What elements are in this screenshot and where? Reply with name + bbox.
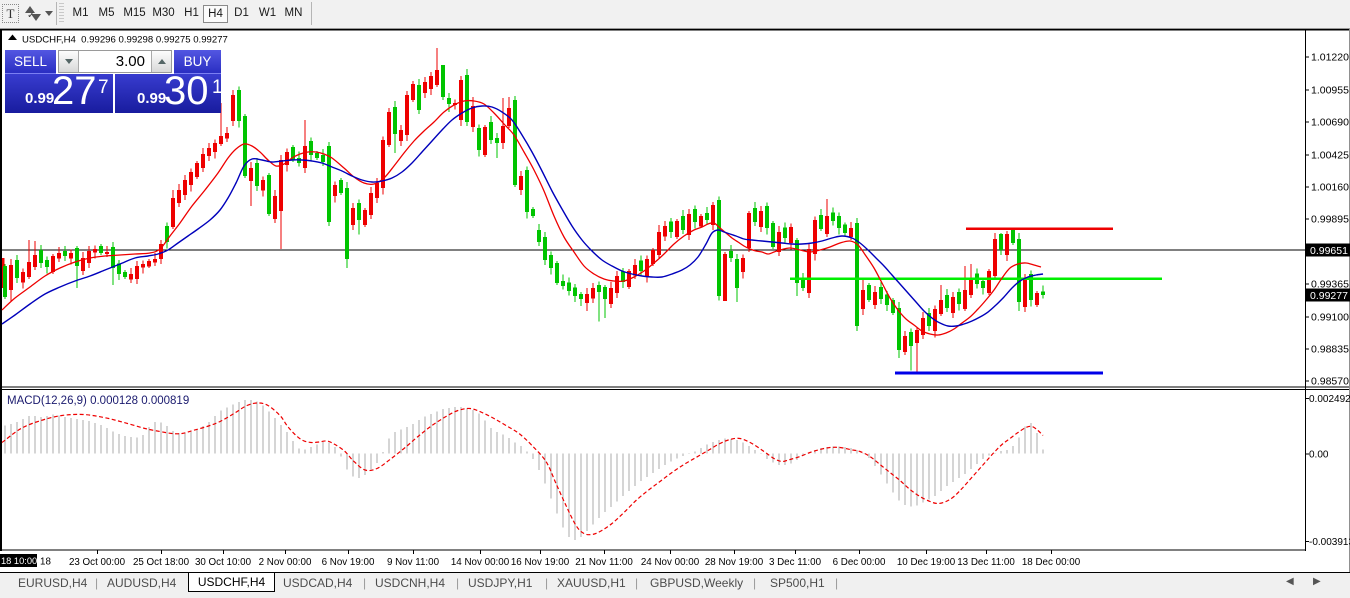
svg-text:2 Nov 00:00: 2 Nov 00:00 [259, 557, 312, 568]
svg-text:13 Dec 11:00: 13 Dec 11:00 [957, 557, 1015, 568]
svg-text:28 Nov 19:00: 28 Nov 19:00 [705, 557, 764, 568]
svg-text:0.00: 0.00 [1309, 450, 1329, 461]
svg-text:1.01220: 1.01220 [1311, 52, 1349, 64]
svg-text:14 Nov 00:00: 14 Nov 00:00 [451, 557, 510, 568]
svg-text:0.99365: 0.99365 [1311, 279, 1349, 291]
svg-text:0.98835: 0.98835 [1311, 344, 1349, 356]
svg-text:1.00160: 1.00160 [1311, 182, 1349, 194]
svg-text:10 Dec 19:00: 10 Dec 19:00 [897, 557, 956, 568]
svg-text:1.00955: 1.00955 [1311, 85, 1349, 97]
svg-text:18 Dec 00:00: 18 Dec 00:00 [1022, 557, 1081, 568]
svg-text:0.002492: 0.002492 [1309, 394, 1350, 405]
svg-text:18 10:00: 18 10:00 [1, 556, 37, 566]
svg-text:0.99100: 0.99100 [1311, 312, 1349, 324]
svg-text:0.99895: 0.99895 [1311, 214, 1349, 226]
svg-text:9 Nov 11:00: 9 Nov 11:00 [387, 557, 440, 568]
svg-text:18: 18 [40, 557, 51, 568]
svg-text:21 Nov 11:00: 21 Nov 11:00 [575, 557, 633, 568]
svg-text:16 Nov 19:00: 16 Nov 19:00 [511, 557, 570, 568]
svg-text:1.00690: 1.00690 [1311, 117, 1349, 129]
svg-text:6 Dec 00:00: 6 Dec 00:00 [833, 557, 886, 568]
svg-text:23 Oct 00:00: 23 Oct 00:00 [69, 557, 126, 568]
svg-text:1.00425: 1.00425 [1311, 150, 1349, 162]
svg-text:6 Nov 19:00: 6 Nov 19:00 [322, 557, 375, 568]
svg-text:MACD(12,26,9) 0.000128 0.00081: MACD(12,26,9) 0.000128 0.000819 [7, 395, 189, 407]
svg-text:25 Oct 18:00: 25 Oct 18:00 [133, 557, 190, 568]
svg-text:-0.003913: -0.003913 [1309, 537, 1350, 548]
svg-text:0.99277: 0.99277 [1310, 290, 1348, 302]
svg-text:30 Oct 10:00: 30 Oct 10:00 [195, 557, 252, 568]
svg-text:24 Nov 00:00: 24 Nov 00:00 [641, 557, 700, 568]
svg-text:USDCHF,H4 0.99296 0.99298 0.9: USDCHF,H4 0.99296 0.99298 0.99275 0.9927… [22, 35, 228, 46]
svg-text:3 Dec 11:00: 3 Dec 11:00 [769, 557, 822, 568]
svg-text:0.99651: 0.99651 [1310, 245, 1348, 257]
svg-text:0.98570: 0.98570 [1311, 376, 1349, 388]
